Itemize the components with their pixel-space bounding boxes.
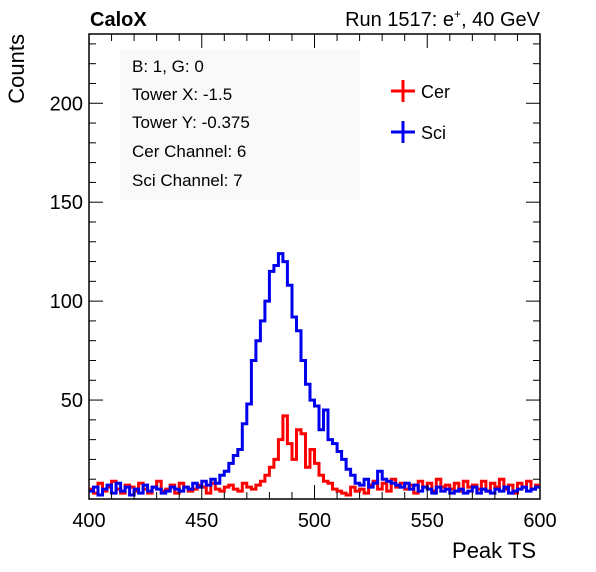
header-right-label: Run 1517: e+, 40 GeV: [345, 7, 541, 31]
y-tick-label: 50: [61, 390, 83, 412]
series-cer-line: [89, 414, 540, 497]
header-left-label: CaloX: [90, 9, 147, 31]
info-line: Cer Channel: 6: [132, 142, 246, 161]
x-tick-label: 600: [523, 510, 556, 532]
x-tick-label: 500: [298, 510, 331, 532]
info-line: Tower Y: -0.375: [132, 113, 250, 132]
info-line: Sci Channel: 7: [132, 171, 243, 190]
histogram-layer: [89, 252, 540, 497]
series-sci-line: [89, 252, 540, 497]
y-tick-label: 200: [50, 93, 83, 115]
info-panel: B: 1, G: 0 Tower X: -1.5 Tower Y: -0.375…: [120, 50, 360, 200]
info-panel-background: [120, 50, 360, 200]
legend-cer-label: Cer: [421, 82, 450, 102]
ticks-layer: 400 450 500 550 600 50 100 150 200: [50, 34, 557, 532]
x-tick-label: 400: [72, 510, 105, 532]
x-tick-label: 450: [185, 510, 218, 532]
y-tick-label: 150: [50, 192, 83, 214]
legend-sci-label: Sci: [421, 123, 446, 143]
legend-entry-cer: Cer: [391, 80, 450, 102]
info-line: Tower X: -1.5: [132, 85, 232, 104]
legend-entry-sci: Sci: [391, 121, 446, 143]
x-axis-title: Peak TS: [452, 538, 536, 563]
legend: Cer Sci: [391, 80, 450, 143]
y-tick-label: 100: [50, 291, 83, 313]
info-line: B: 1, G: 0: [132, 57, 204, 76]
y-axis-title: Counts: [4, 34, 29, 104]
x-tick-label: 550: [411, 510, 444, 532]
